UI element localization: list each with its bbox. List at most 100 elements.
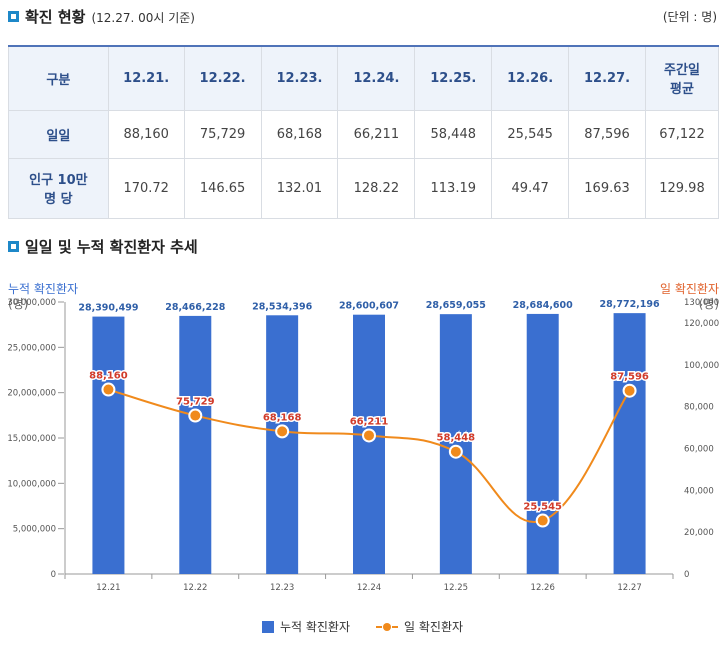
left-tick-label: 20,000,000: [7, 389, 56, 399]
line-data-label: 68,168: [263, 412, 302, 423]
square-bullet-icon: [8, 11, 19, 22]
right-tick-label: 80,000: [684, 403, 714, 413]
table-row: 일일 88,160 75,729 68,168 66,211 58,448 25,545 87…: [8, 109, 720, 159]
table-cell: 113.19: [414, 157, 493, 219]
table-cell: 66,211: [337, 109, 416, 159]
table-cell: 128.22: [337, 157, 416, 219]
table-cell: 87,596: [568, 109, 646, 159]
chart-section-header: 일일 및 누적 확진환자 추세: [8, 236, 198, 257]
right-tick-label: 20,000: [684, 528, 714, 538]
bar: [353, 314, 385, 574]
bar: [92, 316, 125, 574]
x-tick-label: 12.26: [531, 583, 555, 593]
line-point: [188, 408, 203, 423]
right-tick-label: 100,000: [684, 361, 719, 371]
trend-chart: 누적 확진환자(명)일 확진환자(명)05,000,00010,000,0001…: [7, 282, 719, 593]
left-axis-unit: (명): [8, 297, 28, 311]
left-tick-label: 15,000,000: [7, 434, 56, 444]
bar: [439, 314, 472, 574]
line-point: [535, 513, 550, 528]
line-point: [622, 383, 637, 398]
line-data-label: 75,729: [176, 397, 215, 408]
unit-label: (단위 : 명): [662, 10, 717, 24]
bar-swatch-icon: [261, 620, 274, 633]
bar-data-label: 28,534,396: [252, 301, 312, 312]
legend-label-cumulative: 누적 확진환자: [279, 620, 351, 634]
table-cell: 49.47: [491, 157, 570, 219]
right-tick-label: 40,000: [684, 486, 714, 496]
table-cell: 75,729: [183, 109, 262, 159]
legend-item-daily: 일 확진환자: [376, 618, 463, 635]
table-cell: 129.98: [644, 157, 720, 219]
bar: [266, 315, 299, 574]
bar: [179, 315, 212, 574]
right-tick-label: 130,000: [684, 298, 719, 308]
column-header: 12.25.: [414, 45, 493, 111]
left-tick-label: 5,000,000: [13, 525, 56, 535]
x-tick-label: 12.27: [617, 583, 641, 593]
bar-data-label: 28,600,607: [339, 301, 399, 312]
table-cell: 146.65: [183, 157, 262, 219]
right-axis-unit: (명): [699, 297, 719, 311]
bar-data-label: 28,684,600: [513, 300, 573, 311]
status-subtitle: (12.27. 00시 기준): [91, 11, 195, 25]
column-header: 12.27.: [568, 45, 646, 111]
line-point: [448, 444, 463, 459]
bar-data-label: 28,466,228: [165, 302, 225, 313]
line-point: [362, 428, 376, 443]
table-cell: 25,545: [491, 109, 570, 159]
left-tick-label: 30,000,000: [7, 298, 56, 308]
column-header: 12.21.: [107, 45, 185, 111]
square-bullet-icon: [8, 241, 19, 252]
table-cell: 68,168: [260, 109, 339, 159]
line-data-label: 66,211: [350, 416, 389, 427]
bar-data-label: 28,390,499: [78, 303, 138, 314]
bar-data-label: 28,659,055: [426, 300, 486, 311]
left-tick-label: 0: [51, 570, 56, 580]
x-tick-label: 12.22: [183, 583, 207, 593]
line-data-label: 58,448: [437, 433, 476, 444]
line-swatch-icon: [376, 621, 399, 633]
table-row: 인구 10만 명 당 170.72 146.65 132.01 128.22 113.19 4…: [8, 157, 720, 219]
right-tick-label: 0: [684, 570, 689, 580]
column-header: 12.26.: [491, 45, 570, 111]
table-cell: 58,448: [414, 109, 493, 159]
table-cell: 170.72: [107, 157, 185, 219]
table-body: 일일 88,160 75,729 68,168 66,211 58,448 25,545 87…: [8, 109, 720, 219]
left-tick-label: 10,000,000: [7, 479, 56, 489]
line-data-label: 25,545: [523, 502, 562, 513]
status-title: 확진 현황: [25, 8, 86, 26]
status-section-header: 확진 현황 (12.27. 00시 기준): [8, 6, 195, 27]
row-header: 일일: [8, 109, 109, 159]
table-cell: 169.63: [568, 157, 646, 219]
table-cell: 88,160: [107, 109, 185, 159]
row-header: 인구 10만 명 당: [8, 157, 109, 219]
legend-label-daily: 일 확진환자: [404, 620, 464, 634]
table-cell: 67,122: [644, 109, 720, 159]
left-tick-label: 25,000,000: [7, 343, 56, 353]
column-header: 12.23.: [260, 45, 339, 111]
x-tick-label: 12.24: [357, 583, 381, 593]
left-axis-title: 누적 확진환자: [8, 282, 78, 296]
column-header: 12.24.: [337, 45, 416, 111]
bar-data-label: 28,772,196: [600, 299, 660, 310]
right-axis-title: 일 확진환자: [660, 282, 719, 296]
column-header: 12.22.: [183, 45, 262, 111]
x-tick-label: 12.23: [270, 583, 294, 593]
table-cell: 132.01: [260, 157, 339, 219]
line-point: [101, 382, 116, 397]
x-tick-label: 12.25: [444, 583, 468, 593]
column-header: 구분: [8, 45, 109, 111]
table-header-row: 구분 12.21. 12.22. 12.23. 12.24. 12.25. 12.26. 12…: [8, 45, 720, 111]
legend-item-cumulative: 누적 확진환자: [261, 618, 351, 635]
line-data-label: 87,596: [610, 372, 649, 383]
column-header: 주간일 평균: [644, 45, 720, 111]
line-point: [275, 424, 290, 439]
chart-legend: 누적 확진환자 일 확진환자: [0, 618, 725, 635]
line-data-label: 88,160: [89, 371, 128, 382]
bar: [613, 313, 646, 574]
right-tick-label: 120,000: [684, 319, 719, 329]
x-tick-label: 12.21: [96, 583, 120, 593]
right-tick-label: 60,000: [684, 444, 714, 454]
chart-section-title: 일일 및 누적 확진환자 추세: [25, 238, 198, 256]
